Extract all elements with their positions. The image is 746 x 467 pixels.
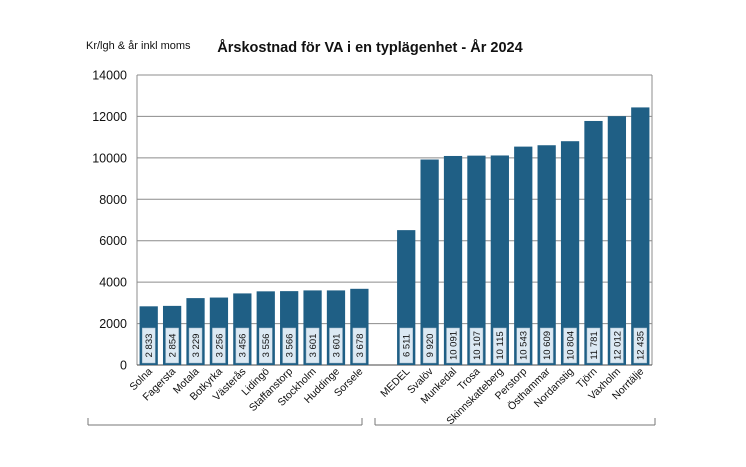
value-label: 11 781 — [589, 331, 600, 359]
value-label: 2 833 — [144, 334, 155, 358]
value-label: 3 566 — [285, 334, 296, 358]
bar — [584, 120, 603, 365]
value-label-box — [352, 327, 367, 364]
value-label-box — [586, 327, 601, 364]
value-label: 3 556 — [261, 334, 272, 358]
value-label-box — [165, 327, 179, 364]
value-label-box — [493, 327, 507, 364]
value-label: 3 678 — [355, 334, 366, 358]
y-tick-label: 4000 — [99, 276, 127, 290]
y-tick-label: 2000 — [99, 317, 127, 331]
value-label-box — [446, 327, 460, 364]
value-label: 12 012 — [612, 331, 623, 360]
value-label-box — [141, 327, 156, 364]
value-label-box — [259, 327, 273, 364]
bar — [467, 155, 486, 365]
chart-title: Årskostnad för VA i en typlägenhet - År … — [217, 39, 522, 56]
bar — [537, 145, 556, 365]
value-label-box — [610, 327, 624, 364]
value-label: 9 920 — [425, 334, 436, 358]
bars: 2 833 2 854 3 229 3 256 3 456 3 556 3 566 3 601… — [139, 107, 650, 366]
value-label-box — [422, 327, 437, 364]
value-label: 10 115 — [495, 331, 506, 359]
bar — [631, 107, 650, 366]
value-label: 3 229 — [191, 334, 202, 358]
value-label-box — [188, 327, 203, 364]
value-label-box — [235, 327, 250, 364]
value-label: 10 091 — [448, 331, 459, 360]
value-label-box — [633, 327, 648, 364]
value-label-box — [399, 327, 413, 364]
value-label: 3 456 — [238, 334, 249, 358]
value-label: 10 107 — [472, 331, 483, 360]
value-label: 10 609 — [542, 331, 553, 360]
gridlines — [137, 74, 652, 325]
bar — [490, 155, 509, 365]
value-label-box — [305, 327, 320, 364]
y-tick-label: 6000 — [99, 234, 127, 248]
value-label-box — [282, 327, 296, 364]
value-label-box — [563, 327, 577, 364]
value-label-box — [539, 327, 554, 364]
bar — [607, 116, 627, 366]
value-label: 3 256 — [214, 334, 225, 358]
y-tick-label: 14000 — [92, 69, 127, 83]
bar — [443, 155, 463, 365]
value-label: 10 543 — [519, 331, 530, 360]
value-label-box — [212, 327, 226, 364]
value-label: 3 601 — [308, 334, 319, 358]
value-label-box — [329, 327, 343, 364]
value-label: 2 854 — [168, 334, 179, 358]
category-label: MEDEL — [378, 366, 412, 400]
y-tick-labels: 0 2000 4000 6000 8000 10000 12000 14000 — [92, 69, 127, 373]
category-labels: SolnaFagerstaMotalaBotkyrkaVästeråsLidin… — [127, 365, 646, 427]
bar — [560, 141, 580, 365]
value-label: 12 435 — [636, 331, 647, 360]
value-label: 10 804 — [565, 331, 576, 360]
y-tick-label: 12000 — [92, 110, 127, 124]
value-label-box — [516, 327, 530, 364]
y-tick-label: 0 — [120, 359, 127, 373]
bar — [420, 159, 439, 365]
y-tick-label: 10000 — [92, 151, 127, 165]
group-brackets — [87, 418, 656, 426]
bar — [514, 146, 533, 365]
y-tick-label: 8000 — [99, 193, 127, 207]
value-label: 3 601 — [331, 334, 342, 358]
value-label-box — [469, 327, 484, 364]
y-axis-label: Kr/lgh & år inkl moms — [86, 40, 191, 52]
value-label: 6 511 — [402, 334, 413, 357]
